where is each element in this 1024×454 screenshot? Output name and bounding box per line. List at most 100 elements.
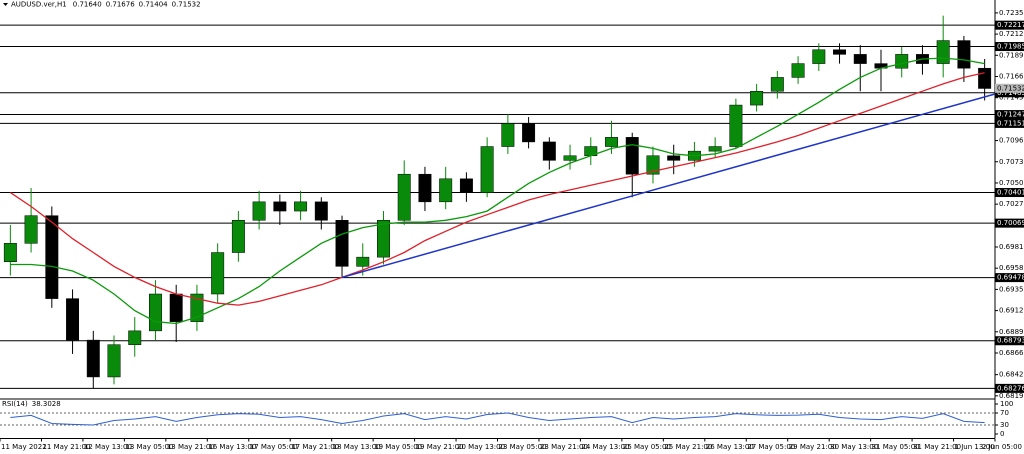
candle-body [646,155,660,175]
rsi-line [10,412,985,426]
candle-body [957,40,971,69]
level-label: 0.71985 [997,43,1024,51]
x-tick-label: 26 May 13:00 [706,443,754,451]
level-label: 0.70401 [997,189,1024,197]
candle-body [501,123,515,147]
candle-body [377,220,390,258]
moving-average [10,57,985,325]
x-tick-label: 25 May 05:00 [623,443,671,451]
x-tick-label: 13 May 05:00 [125,443,173,451]
y-tick-label: 70 [1000,409,1009,417]
candle-body [936,40,950,64]
level-label: 0.68276 [997,384,1024,392]
candle-body [439,178,453,203]
level-label-box [995,336,1024,346]
x-tick-label: 25 May 21:00 [664,443,712,451]
candle-body [294,201,308,212]
plot-area [0,15,996,389]
candle-body [978,67,992,89]
candle-body [45,215,59,299]
x-tick-label: 11 May 2022 [1,443,47,451]
candle-body [729,104,743,147]
candle-body [356,256,370,267]
x-tick-label: 2 Jun 05:00 [982,443,1022,451]
level-label: 0.70069 [997,219,1024,227]
candle-body [3,243,17,263]
candle-body [708,146,722,152]
candle-body [667,155,681,161]
candle-body [107,344,121,378]
level-label-box [995,118,1024,128]
y-tick-label: 0.68425 [999,371,1024,379]
level-label: 0.71483 [997,89,1024,97]
x-tick-label: 19 May 21:00 [416,443,464,451]
x-tick-label: 1 Jun 13:00 [955,443,995,451]
x-tick-label: 29 May 21:00 [789,443,837,451]
candle-body [770,77,784,92]
x-tick-label: 16 May 13:00 [208,443,256,451]
candle-body [335,220,349,267]
candle-body [190,293,204,322]
candle-body [833,49,846,55]
candle-body [149,293,162,332]
rsi-title: RSI(14) [2,400,28,408]
level-label-box [995,110,1024,120]
candle-body [812,49,826,64]
rsi-value: 38.3028 [32,400,61,408]
level-label: 0.68793 [997,337,1024,345]
x-tick-label: 18 May 13:00 [333,443,381,451]
last-price-box [995,83,1024,93]
candle-body [231,220,245,253]
candle-body [895,54,909,69]
candle-body [853,54,867,64]
y-tick-label: 0.70275 [999,200,1024,208]
level-label-box [995,273,1024,283]
level-label: 0.71151 [997,119,1024,127]
candle-body [791,63,805,78]
candle-body [211,252,225,295]
x-tick-label: 17 May 05:00 [250,443,298,451]
candle-body [24,215,38,244]
x-tick-label: 11 May 21:00 [42,443,90,451]
candle-body [605,137,618,147]
y-tick-label: 100 [1000,400,1013,408]
level-label-box [995,383,1024,393]
candle-body [169,293,183,322]
header-value: 0.71640 [73,1,102,9]
chart-title: AUDUSD.ver,H1 [11,1,67,9]
trendline [341,93,996,279]
y-tick-label: 0 [1000,430,1004,438]
x-tick-label: 20 May 13:00 [457,443,505,451]
moving-average [10,72,985,306]
level-label: 0.71247 [997,111,1024,119]
header-value: 0.71404 [139,1,168,9]
level-label-box [995,218,1024,228]
menu-arrow[interactable] [3,3,8,6]
candle-body [273,201,287,212]
candle-body [397,173,411,221]
level-label: 0.69478 [997,274,1024,282]
y-tick-label: 0.68195 [999,392,1024,400]
x-tick-label: 17 May 21:00 [291,443,339,451]
x-tick-label: 31 May 05:00 [872,443,920,451]
candle-body [625,137,639,175]
level-label: 0.72217 [997,21,1024,29]
x-tick-label: 27 May 05:00 [747,443,795,451]
x-tick-label: 12 May 13:00 [84,443,132,451]
candle-body [418,173,432,203]
level-label-box [995,20,1024,30]
candle-body [522,123,536,143]
candle-body [128,330,142,345]
last-price-label: 0.71532 [997,84,1024,92]
